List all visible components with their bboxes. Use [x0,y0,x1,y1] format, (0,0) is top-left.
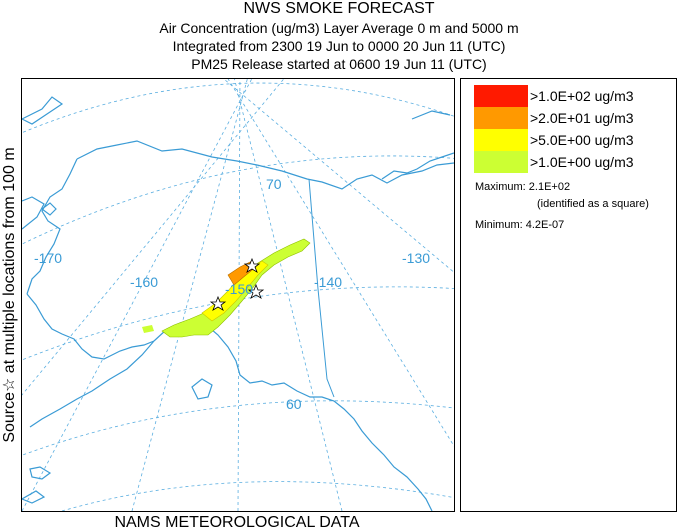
meteorological-data-label: NAMS METEOROLOGICAL DATA [114,514,360,531]
maximum-value: Maximum: 2.1E+02 [475,181,571,193]
lat-70-line [22,155,454,245]
source-side-label: Source☆ at multiple locations from 100 m [1,147,18,443]
source-star-icon [209,295,227,311]
meridian-180 [22,79,285,396]
lat-80-line [22,82,454,134]
legend-swatch-3 [474,129,528,151]
source-side-label-wrap: Source☆ at multiple locations from 100 m [0,80,18,510]
bristol-bay-coast [26,293,155,360]
meridian-120 [223,79,454,273]
maximum-note: (identified as a square) [537,198,649,210]
source-star-icon [247,283,265,299]
alaska-map: -170 -160 -150 -140 -130 70 60 [22,79,454,511]
legend-panel: >1.0E+02 ug/m3 >2.0E+01 ug/m3 >5.0E+00 u… [460,78,677,512]
st-lawrence-island [41,202,57,216]
meridian-140 [234,79,343,511]
legend-swatch-4 [474,151,528,173]
integration-line: Integrated from 2300 19 Jun to 0000 20 J… [172,38,506,54]
meridian-170 [22,79,253,511]
arctic-islands [381,152,454,180]
graticule [22,79,454,511]
aleutian-island-1 [29,466,52,480]
plume-fragment [142,325,154,333]
meridian-130 [227,79,454,447]
legend-row-4: >1.0E+00 ug/m3 [474,151,634,173]
meridian-150 [237,79,241,511]
bering-coast-north [26,158,78,295]
lon-label-140: -140 [314,274,342,290]
lon-label-150: -150 [225,281,253,297]
chukotka-coast [22,96,64,125]
gulf-of-alaska-coast [153,318,433,511]
meridian-160 [131,79,248,511]
aleutian-island-2 [22,490,46,504]
lat-55-line [61,481,454,511]
border-line [308,178,335,398]
concentration-line: Air Concentration (ug/m3) Layer Average … [159,20,519,36]
lat-60-line [22,400,454,456]
banks-island [411,110,451,120]
legend-swatch-2 [474,107,528,129]
source-markers [209,257,265,311]
legend-swatch-1 [474,85,528,107]
legend-row-3: >5.0E+00 ug/m3 [474,129,634,151]
source-star-icon [243,257,261,273]
map-panel: -170 -160 -150 -140 -130 70 60 [21,78,455,512]
legend-row-2: >2.0E+01 ug/m3 [474,107,634,129]
lat-65-line [22,286,454,361]
legend-label-4: >1.0E+00 ug/m3 [530,154,634,170]
legend-row-1: >1.0E+02 ug/m3 [474,85,634,107]
legend-label-1: >1.0E+02 ug/m3 [530,88,634,104]
north-coast [76,140,454,190]
alaska-peninsula [29,340,155,428]
kodiak-island [191,378,213,400]
lon-label-170: -170 [34,250,62,266]
international-border [308,178,335,398]
lon-label-160: -160 [130,274,158,290]
legend-label-3: >5.0E+00 ug/m3 [530,132,634,148]
lat-label-60: 60 [286,396,302,412]
forecast-title: NWS SMOKE FORECAST [243,0,435,17]
legend-label-2: >2.0E+01 ug/m3 [530,110,634,126]
release-line: PM25 Release started at 0600 19 Jun 11 (… [191,56,487,72]
lon-label-130: -130 [402,250,430,266]
west-coast [22,196,45,230]
minimum-value: Minimum: 4.2E-07 [475,219,565,231]
lat-label-70: 70 [266,176,282,192]
coastline [22,96,454,511]
